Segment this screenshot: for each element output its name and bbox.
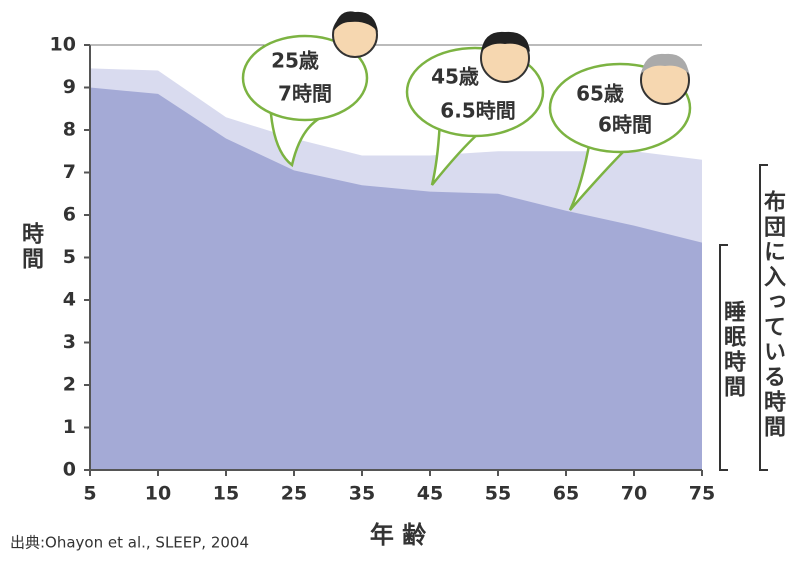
annotation-text: 65歳 xyxy=(576,82,624,106)
annotation-text: 6時間 xyxy=(598,113,652,137)
x-tick-label: 70 xyxy=(621,483,647,505)
area xyxy=(90,87,702,470)
annotation: 25歳 7時間 xyxy=(241,11,378,168)
y-tick-label: 1 xyxy=(63,416,76,438)
y-tick-label: 4 xyxy=(63,289,76,311)
source: 出典:Ohayon et al., SLEEP, 2004 xyxy=(10,534,249,552)
legend-bracket xyxy=(759,164,768,471)
x-tick-label: 45 xyxy=(417,483,443,505)
hair xyxy=(333,11,378,32)
x-tick-label: 10 xyxy=(145,483,171,505)
x-tick-label: 35 xyxy=(349,483,375,505)
y-tick-label: 5 xyxy=(63,246,76,268)
x-tick-label: 75 xyxy=(689,483,715,505)
y-tick-label: 9 xyxy=(63,76,76,98)
x-tick-label: 65 xyxy=(553,483,579,505)
hair xyxy=(641,53,689,74)
legend-entry: 睡眠時間 xyxy=(720,300,745,400)
y-tick-label: 10 xyxy=(50,34,76,56)
y-tick-label: 3 xyxy=(63,331,76,353)
x-tick-label: 5 xyxy=(83,483,96,505)
bubble-tail xyxy=(568,138,628,211)
y-tick-label: 2 xyxy=(63,374,76,396)
hair xyxy=(481,31,530,52)
bubble xyxy=(241,34,369,122)
legend-bracket xyxy=(719,244,728,471)
y-tick-label: 0 xyxy=(63,459,76,481)
x-tick-label: 25 xyxy=(281,483,307,505)
y-tick-label: 6 xyxy=(63,204,76,226)
annotation-text: 6.5時間 xyxy=(440,99,515,123)
y-tick-label: 7 xyxy=(63,161,76,183)
annotation: 45歳 6.5時間 xyxy=(405,31,545,186)
x-tick-label: 15 xyxy=(213,483,239,505)
annotation-text: 7時間 xyxy=(278,82,332,106)
annotation: 65歳 6時間 xyxy=(548,53,692,211)
x-axis-label: 年 齢 xyxy=(370,521,427,549)
x-tick-label: 55 xyxy=(485,483,511,505)
y-axis-label: 時間 xyxy=(18,222,43,272)
annotation-text: 45歳 xyxy=(431,65,479,89)
y-tick-label: 8 xyxy=(63,119,76,141)
legend-entry: 布団に入っている時間 xyxy=(760,189,786,440)
annotation-text: 25歳 xyxy=(271,49,319,73)
